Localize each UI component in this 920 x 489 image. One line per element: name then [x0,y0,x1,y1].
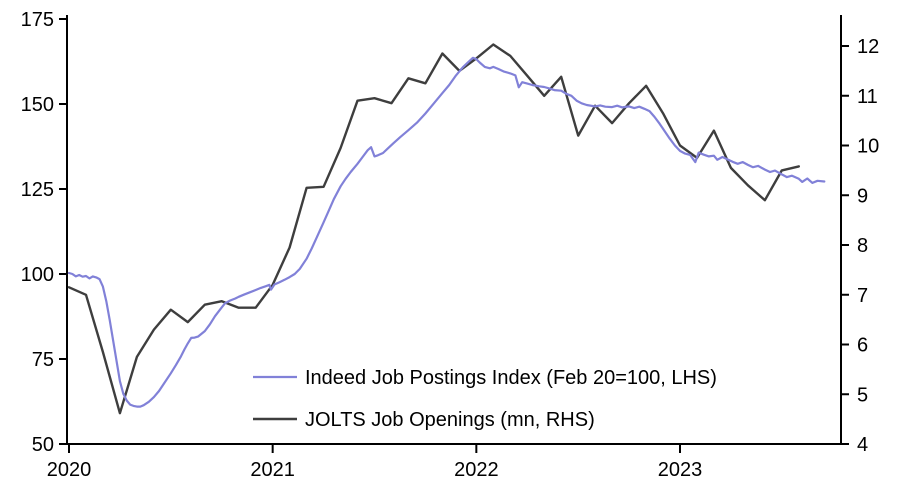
right-axis-ticks: 12 11 10 9 8 7 6 5 4 [841,36,879,456]
right-axis-tick-label: 10 [857,136,879,158]
right-axis-tick-label: 5 [857,384,868,406]
indeed-legend-label: Indeed Job Postings Index (Feb 20=100, L… [305,367,717,389]
jolts-job-openings-line [67,43,800,415]
left-axis-tick-label: 100 [21,264,54,286]
left-axis-tick-label: 150 [21,94,54,116]
left-axis-ticks: 175 150 125 100 75 50 [21,9,67,456]
x-axis-tick-label: 2022 [454,459,499,481]
left-axis-tick-label: 175 [21,9,54,31]
right-axis-tick-label: 9 [857,185,868,207]
right-axis-tick-label: 8 [857,235,868,257]
x-axis-tick-label: 2020 [47,459,92,481]
left-axis-tick-label: 125 [21,179,54,201]
legend: Indeed Job Postings Index (Feb 20=100, L… [253,367,717,431]
right-axis-tick-label: 11 [857,86,878,108]
left-axis-tick-label: 75 [32,349,54,371]
right-axis-tick-label: 6 [857,335,868,357]
right-axis-tick-label: 12 [857,36,879,58]
right-axis-tick-label: 4 [857,434,868,456]
left-axis-tick-label: 50 [32,434,54,456]
x-axis-ticks: 2020 2021 2022 2023 [47,444,703,481]
x-axis-tick-label: 2021 [250,459,295,481]
indeed-job-postings-line [67,56,826,408]
right-axis-tick-label: 7 [857,285,868,307]
jolts-legend-label: JOLTS Job Openings (mn, RHS) [305,409,595,431]
x-axis-tick-label: 2023 [658,459,703,481]
